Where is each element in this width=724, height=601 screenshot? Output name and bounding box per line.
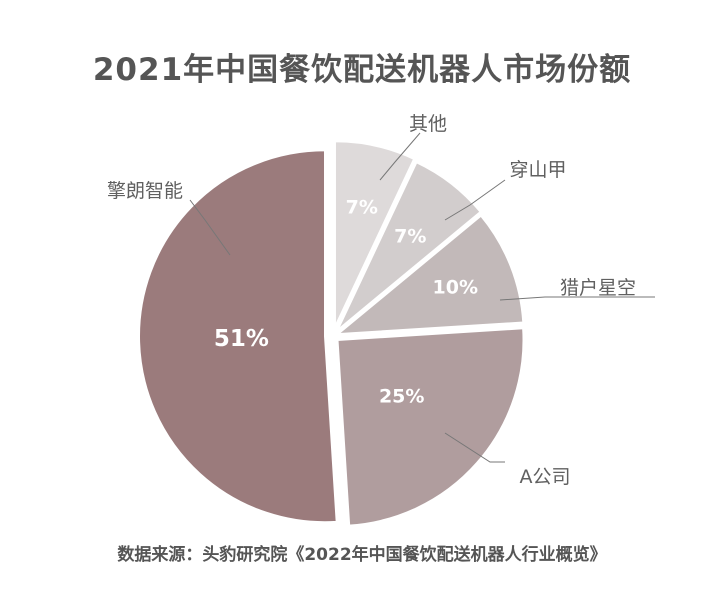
slice-category-label-2: 穿山甲 bbox=[509, 159, 566, 181]
chart-source: 数据来源：头豹研究院《2022年中国餐饮配送机器人行业概览》 bbox=[117, 545, 607, 565]
pie-slice-4 bbox=[336, 327, 525, 527]
pie-slice-5 bbox=[138, 149, 338, 524]
leader-lines bbox=[189, 132, 655, 463]
slice-value-label-5: 51% bbox=[214, 326, 269, 352]
chart-title: 2021年中国餐饮配送机器人市场份额 bbox=[92, 52, 632, 88]
slice-category-label-1: 其他 bbox=[409, 113, 447, 135]
pie-slice-1 bbox=[333, 140, 416, 328]
leader-line-5 bbox=[189, 199, 231, 256]
labels-layer: 7% 其他 7% 穿山甲 10% 猎户星空 25% A公司 51% 擎朗智能 bbox=[107, 113, 636, 488]
slices-layer bbox=[138, 140, 525, 527]
slice-value-label-2: 7% bbox=[394, 225, 426, 247]
slice-value-label-3: 10% bbox=[433, 277, 478, 299]
slice-category-label-5: 擎朗智能 bbox=[107, 180, 183, 202]
slice-category-label-3: 猎户星空 bbox=[560, 277, 636, 299]
slice-value-label-4: 25% bbox=[379, 386, 424, 408]
pie-slice-2 bbox=[336, 160, 483, 332]
slice-category-label-4: A公司 bbox=[520, 466, 571, 488]
pie-slice-3 bbox=[334, 214, 525, 336]
leader-line-4 bbox=[444, 432, 505, 463]
leader-line-2 bbox=[444, 179, 506, 221]
leader-line-1 bbox=[379, 132, 421, 181]
leader-line-3 bbox=[499, 296, 655, 301]
slice-value-label-1: 7% bbox=[346, 196, 378, 218]
